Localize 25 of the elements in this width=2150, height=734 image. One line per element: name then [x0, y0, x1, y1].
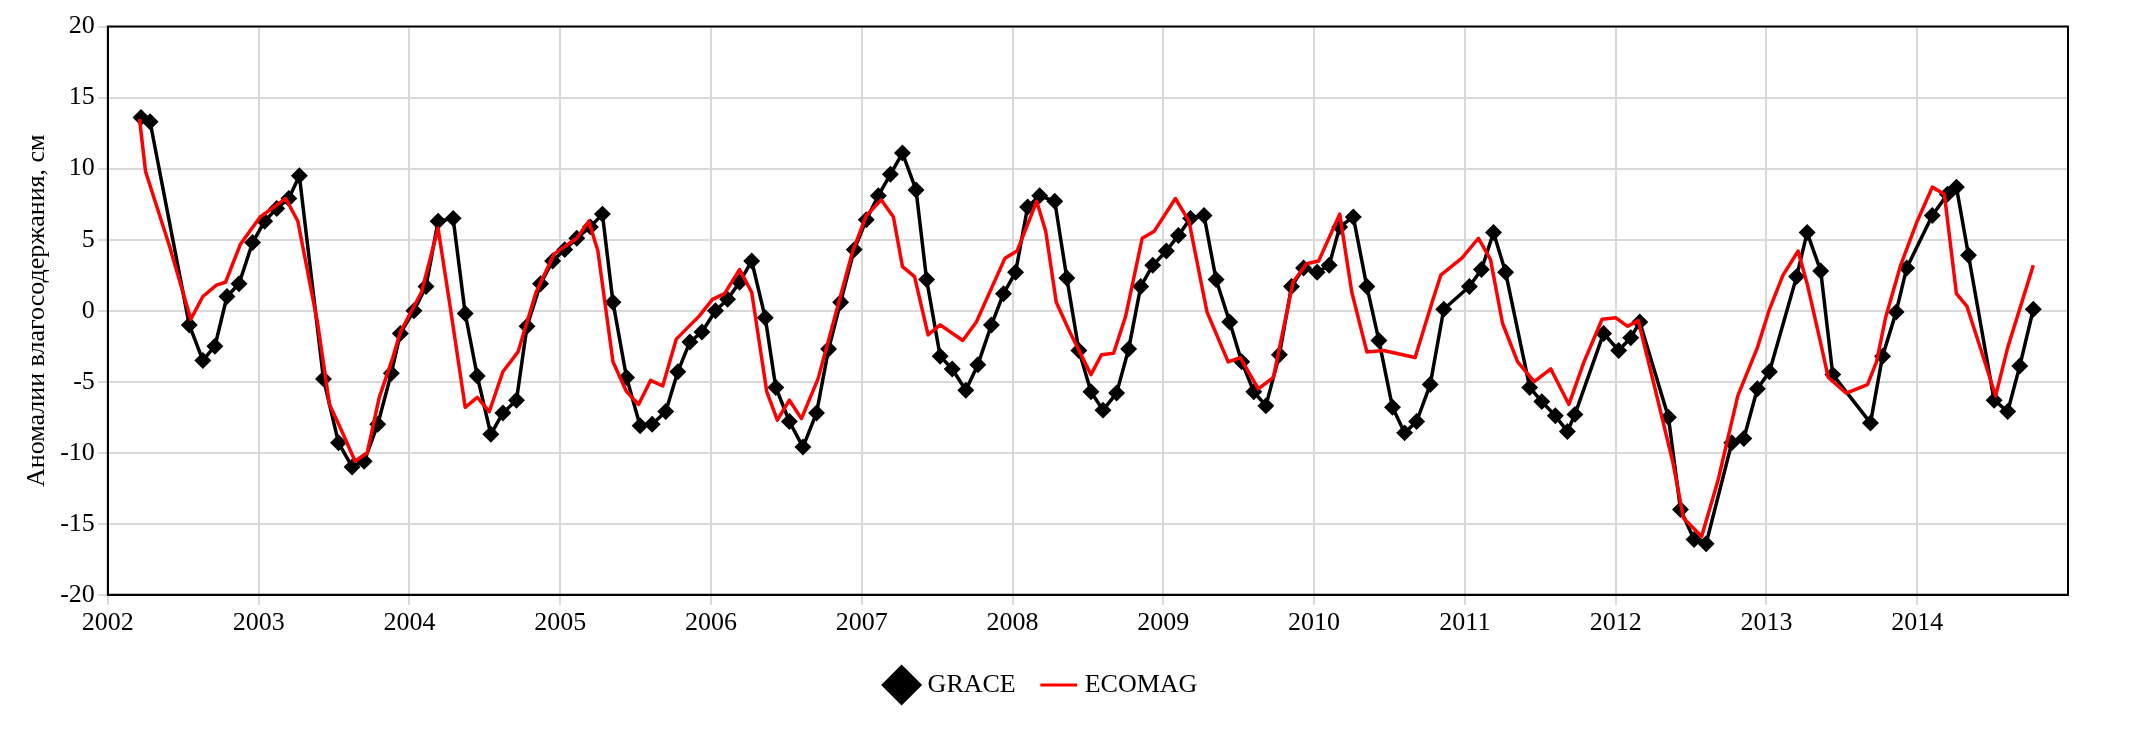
- y-tick-label: -20: [60, 578, 95, 608]
- y-tick-label: -10: [60, 436, 95, 466]
- x-tick-label: 2012: [1589, 607, 1642, 637]
- x-tick-label: 2006: [684, 607, 737, 637]
- y-tick-label: -15: [60, 507, 95, 537]
- x-tick-label: 2009: [1137, 607, 1190, 637]
- y-tick-label: 15: [68, 81, 95, 111]
- x-tick-label: 2007: [835, 607, 888, 637]
- y-tick-label: 0: [81, 294, 95, 324]
- x-tick-label: 2002: [81, 607, 134, 637]
- x-tick-label: 2008: [986, 607, 1039, 637]
- y-tick-label: 10: [68, 152, 95, 182]
- y-tick-label: 5: [81, 223, 95, 253]
- x-tick-label: 2003: [232, 607, 285, 637]
- x-tick-label: 2013: [1740, 607, 1793, 637]
- legend-label: ECOMAG: [1084, 668, 1198, 698]
- y-tick-label: -5: [73, 365, 95, 395]
- x-tick-label: 2010: [1288, 607, 1341, 637]
- x-tick-label: 2005: [534, 607, 587, 637]
- legend-label: GRACE: [927, 668, 1016, 698]
- y-axis-title: Аномалии влагосодержания, см: [21, 134, 51, 487]
- x-tick-label: 2004: [383, 607, 436, 637]
- x-tick-label: 2011: [1439, 607, 1491, 637]
- y-tick-label: 20: [68, 10, 95, 40]
- x-tick-label: 2014: [1891, 607, 1944, 637]
